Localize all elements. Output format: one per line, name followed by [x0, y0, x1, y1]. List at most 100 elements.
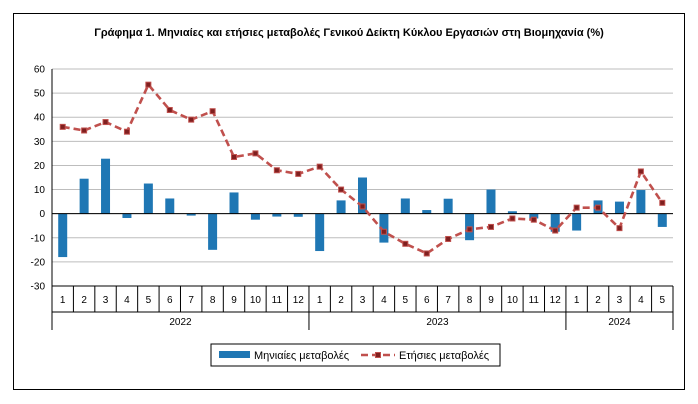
- legend-label-monthly: Μηνιαίες μεταβολές: [254, 350, 349, 362]
- bar: [400, 198, 410, 214]
- line-marker: [530, 216, 537, 223]
- x-tick-label: 5: [146, 295, 152, 306]
- bar: [58, 213, 68, 258]
- line-marker: [123, 128, 130, 135]
- bar: [358, 177, 367, 214]
- x-tick-label: 1: [574, 295, 580, 306]
- x-tick-label: 2: [338, 295, 344, 306]
- x-tick-label: 7: [188, 295, 194, 306]
- bar: [293, 213, 303, 217]
- x-tick-label: 10: [250, 295, 262, 306]
- line-marker: [616, 225, 623, 232]
- bar: [250, 213, 260, 220]
- y-tick-label: -20: [31, 257, 46, 268]
- bar: [550, 213, 560, 232]
- bar: [507, 211, 517, 214]
- line-marker: [423, 250, 430, 257]
- line-marker: [102, 119, 109, 126]
- bar: [614, 201, 624, 214]
- line-marker: [552, 227, 559, 234]
- x-tick-label: 12: [550, 295, 562, 306]
- line-marker: [595, 204, 602, 211]
- bar: [79, 178, 89, 214]
- line-marker: [359, 203, 366, 210]
- x-tick-label: 8: [467, 295, 473, 306]
- bar: [101, 158, 111, 214]
- x-tick-label: 4: [638, 295, 644, 306]
- x-tick-label: 4: [381, 295, 387, 306]
- year-label: 2022: [169, 317, 192, 328]
- x-tick-label: 6: [167, 295, 173, 306]
- y-tick-label: 10: [34, 185, 46, 196]
- x-tick-label: 5: [660, 295, 666, 306]
- line-marker: [209, 108, 216, 115]
- year-label: 2023: [426, 317, 449, 328]
- y-tick-label: 0: [39, 209, 45, 220]
- line-marker: [487, 223, 494, 230]
- y-tick-label: 40: [34, 113, 46, 124]
- line-marker: [380, 228, 387, 235]
- bar: [315, 213, 325, 252]
- x-tick-label: 10: [507, 295, 519, 306]
- x-tick-label: 7: [445, 295, 451, 306]
- chart-frame: [13, 13, 685, 390]
- x-tick-label: 1: [317, 295, 323, 306]
- year-label: 2024: [608, 317, 631, 328]
- x-tick-label: 11: [272, 295, 283, 306]
- bar: [657, 213, 667, 227]
- bar: [336, 200, 346, 214]
- x-tick-label: 6: [424, 295, 430, 306]
- line-marker: [166, 106, 173, 113]
- x-tick-label: 3: [103, 295, 109, 306]
- legend-label-annual: Ετήσιες μεταβολές: [399, 350, 489, 362]
- y-axis-labels: 60 50 40 30 20 10 0 -10 -20 -30: [31, 65, 46, 293]
- bar: [208, 213, 218, 250]
- line-marker: [338, 186, 345, 193]
- line-marker: [231, 154, 238, 161]
- x-tick-label: 9: [488, 295, 494, 306]
- legend-line-marker: [375, 352, 381, 358]
- line-marker: [316, 163, 323, 170]
- line-marker: [59, 123, 66, 130]
- legend-box: [210, 343, 501, 367]
- y-tick-label: 50: [34, 89, 46, 100]
- x-tick-label: 2: [595, 295, 601, 306]
- line-marker: [252, 150, 259, 157]
- line-marker: [81, 127, 88, 134]
- chart-title: Γράφημα 1. Μηνιαίες και ετήσιες μεταβολέ…: [94, 27, 604, 39]
- bar: [486, 189, 496, 214]
- x-tick-label: 5: [403, 295, 409, 306]
- y-tick-label: 20: [34, 161, 46, 172]
- line-marker: [659, 199, 666, 206]
- x-tick-label: 4: [124, 295, 130, 306]
- bar: [122, 213, 132, 219]
- x-tick-label: 9: [231, 295, 237, 306]
- x-tick-label: 8: [210, 295, 216, 306]
- x-tick-label: 3: [617, 295, 623, 306]
- bar: [272, 213, 282, 217]
- x-tick-label: 1: [60, 295, 66, 306]
- legend-bar-swatch: [219, 351, 250, 358]
- bar: [529, 213, 539, 219]
- x-tick-label: 3: [360, 295, 366, 306]
- bar: [422, 210, 432, 214]
- line-marker: [445, 235, 452, 242]
- y-tick-label: 60: [34, 65, 46, 76]
- y-tick-label: -30: [31, 282, 46, 293]
- line-marker: [188, 116, 195, 123]
- bar: [379, 213, 389, 243]
- bar: [165, 198, 175, 214]
- x-tick-label: 2: [81, 295, 87, 306]
- legend: Μηνιαίες μεταβολές Ετήσιες μεταβολές: [210, 343, 501, 367]
- x-tick-label: 12: [293, 295, 305, 306]
- line-marker: [295, 170, 302, 177]
- line-marker: [402, 240, 409, 247]
- bar: [186, 213, 196, 216]
- line-marker: [637, 168, 644, 175]
- bar: [143, 183, 153, 214]
- x-tick-label: 11: [529, 295, 540, 306]
- line-marker: [573, 204, 580, 211]
- y-tick-label: -10: [31, 233, 46, 244]
